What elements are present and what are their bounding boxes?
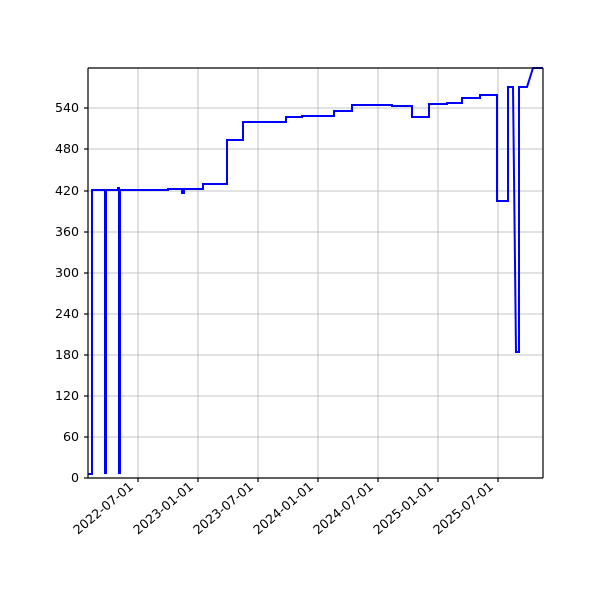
ytick-label-540: 540 xyxy=(55,100,79,115)
vertical-gridlines xyxy=(137,68,499,478)
y-tick-labels: 0 60 120 180 240 300 360 420 480 540 xyxy=(55,100,79,485)
ytick-label-120: 120 xyxy=(55,388,79,403)
ytick-label-300: 300 xyxy=(55,265,79,280)
x-tick-marks xyxy=(137,478,499,482)
y-tick-marks xyxy=(84,107,88,479)
ytick-label-60: 60 xyxy=(63,429,79,444)
ytick-label-420: 420 xyxy=(55,183,79,198)
ytick-label-240: 240 xyxy=(55,306,79,321)
data-series-line xyxy=(88,67,543,475)
ytick-label-360: 360 xyxy=(55,224,79,239)
ytick-label-180: 180 xyxy=(55,347,79,362)
ytick-label-0: 0 xyxy=(71,470,79,485)
ytick-label-480: 480 xyxy=(55,141,79,156)
